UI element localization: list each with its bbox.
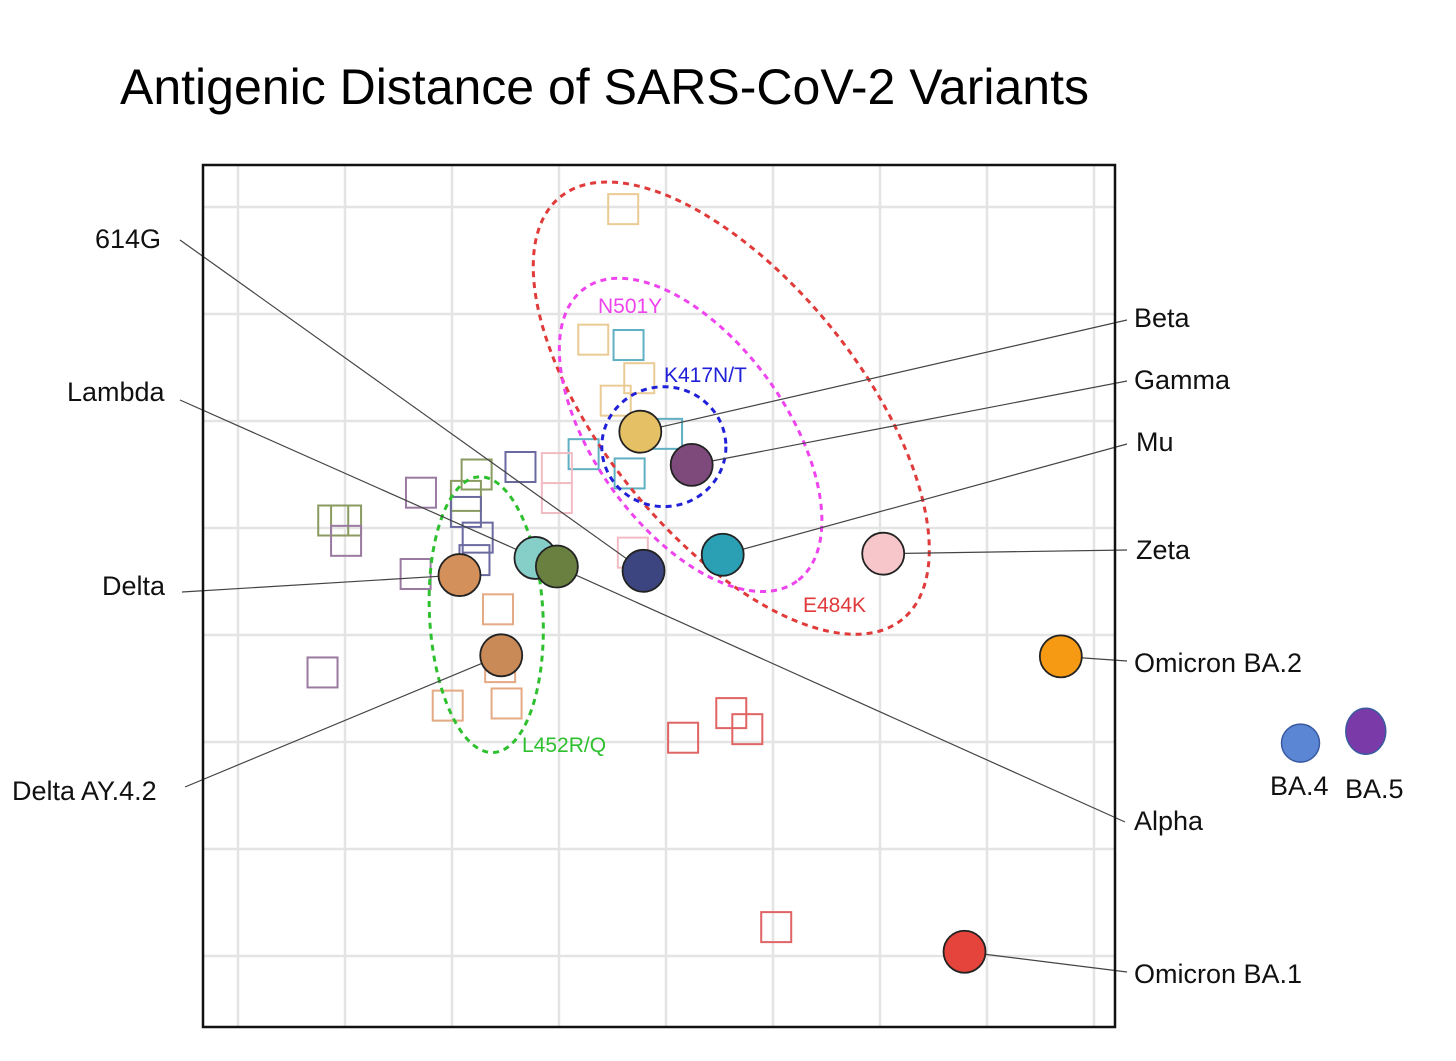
serum-square bbox=[330, 504, 363, 537]
variant-labels: 614G Lambda Delta Delta AY.4.2 Beta Gamma Mu Ze… bbox=[12, 224, 1404, 989]
leader-line-delta-ay-4-2 bbox=[184, 654, 502, 788]
leader-line-alpha bbox=[556, 565, 1126, 823]
variant-points bbox=[437, 409, 1387, 974]
cluster-ellipse-n501y bbox=[557, 276, 824, 594]
serum-square bbox=[715, 697, 748, 730]
leader-line-614g bbox=[179, 239, 644, 572]
cluster-ellipse-e484k bbox=[531, 180, 931, 636]
cluster-label-k417n-t: K417N/T bbox=[664, 364, 747, 387]
leader-line-beta bbox=[640, 319, 1128, 433]
grid bbox=[203, 165, 1115, 1027]
leader-line-gamma bbox=[691, 380, 1128, 466]
leader-line-zeta bbox=[883, 549, 1128, 555]
serum-square bbox=[461, 521, 494, 554]
variant-label-gamma: Gamma bbox=[1134, 365, 1231, 395]
serum-square bbox=[431, 689, 464, 722]
variant-label-delta-ay-4-2: Delta AY.4.2 bbox=[12, 776, 157, 806]
cluster-label-n501y: N501Y bbox=[598, 295, 662, 318]
variant-label-lambda: Lambda bbox=[67, 377, 166, 407]
cluster-ellipse-k417n-t bbox=[600, 385, 728, 509]
variant-label-delta: Delta bbox=[102, 571, 166, 601]
serum-square bbox=[607, 193, 640, 226]
serum-square bbox=[482, 593, 515, 626]
chart-title: Antigenic Distance of SARS-CoV-2 Variant… bbox=[120, 59, 1089, 115]
variant-label-ba-4: BA.4 bbox=[1270, 771, 1329, 801]
cluster-label-e484k: E484K bbox=[803, 594, 866, 617]
variant-label-mu: Mu bbox=[1136, 427, 1174, 457]
serum-square bbox=[490, 687, 523, 720]
serum-square bbox=[330, 524, 363, 557]
variant-point-ba-4 bbox=[1280, 723, 1321, 763]
variant-point-alpha bbox=[534, 544, 579, 589]
serum-square bbox=[460, 458, 493, 491]
variant-point-delta bbox=[437, 553, 482, 597]
leader-line-delta bbox=[181, 574, 460, 593]
variant-point-mu bbox=[700, 532, 745, 577]
plot-frame bbox=[201, 163, 1117, 1029]
variant-point-delta-ay-4-2 bbox=[479, 633, 524, 678]
serum-square bbox=[760, 911, 793, 944]
variant-point-gamma bbox=[669, 442, 714, 487]
leader-line-mu bbox=[722, 443, 1128, 556]
serum-square bbox=[540, 452, 573, 485]
serum-square bbox=[731, 713, 764, 746]
variant-label-omicron-ba-2: Omicron BA.2 bbox=[1134, 648, 1302, 678]
variant-point-ba-5 bbox=[1345, 707, 1387, 756]
serum-square bbox=[399, 558, 432, 591]
serum-square bbox=[612, 329, 645, 362]
leader-line-lambda bbox=[179, 399, 536, 559]
variant-label-beta: Beta bbox=[1134, 303, 1191, 333]
variant-label-614g: 614G bbox=[95, 224, 161, 254]
serum-square bbox=[613, 457, 646, 490]
serum-square bbox=[577, 323, 610, 356]
cluster-label-l452r-q: L452R/Q bbox=[522, 734, 606, 757]
serum-square bbox=[623, 362, 656, 395]
serum-square bbox=[667, 721, 700, 754]
cluster-ellipses: E484K N501Y K417N/T L452R/Q bbox=[427, 180, 931, 757]
leader-line-omicron-ba-1 bbox=[964, 951, 1128, 973]
variant-point-614g bbox=[621, 548, 666, 593]
variant-label-omicron-ba-1: Omicron BA.1 bbox=[1134, 959, 1302, 989]
cluster-ellipse-l452r-q bbox=[427, 475, 545, 755]
variant-point-beta bbox=[618, 409, 663, 454]
serum-square bbox=[599, 384, 632, 417]
sera-squares bbox=[306, 193, 793, 944]
serum-square bbox=[567, 438, 600, 471]
variant-point-zeta bbox=[861, 531, 906, 576]
variant-label-zeta: Zeta bbox=[1136, 535, 1191, 565]
serum-square bbox=[449, 479, 482, 512]
variant-label-alpha: Alpha bbox=[1134, 806, 1204, 836]
serum-square bbox=[504, 451, 537, 484]
variant-label-ba-5: BA.5 bbox=[1345, 774, 1404, 804]
serum-square bbox=[317, 504, 350, 537]
variant-point-omicron-ba-2 bbox=[1038, 634, 1083, 679]
serum-square bbox=[306, 656, 339, 689]
serum-square bbox=[404, 476, 437, 509]
leader-lines bbox=[179, 239, 1128, 973]
variant-point-omicron-ba-1 bbox=[942, 929, 987, 974]
